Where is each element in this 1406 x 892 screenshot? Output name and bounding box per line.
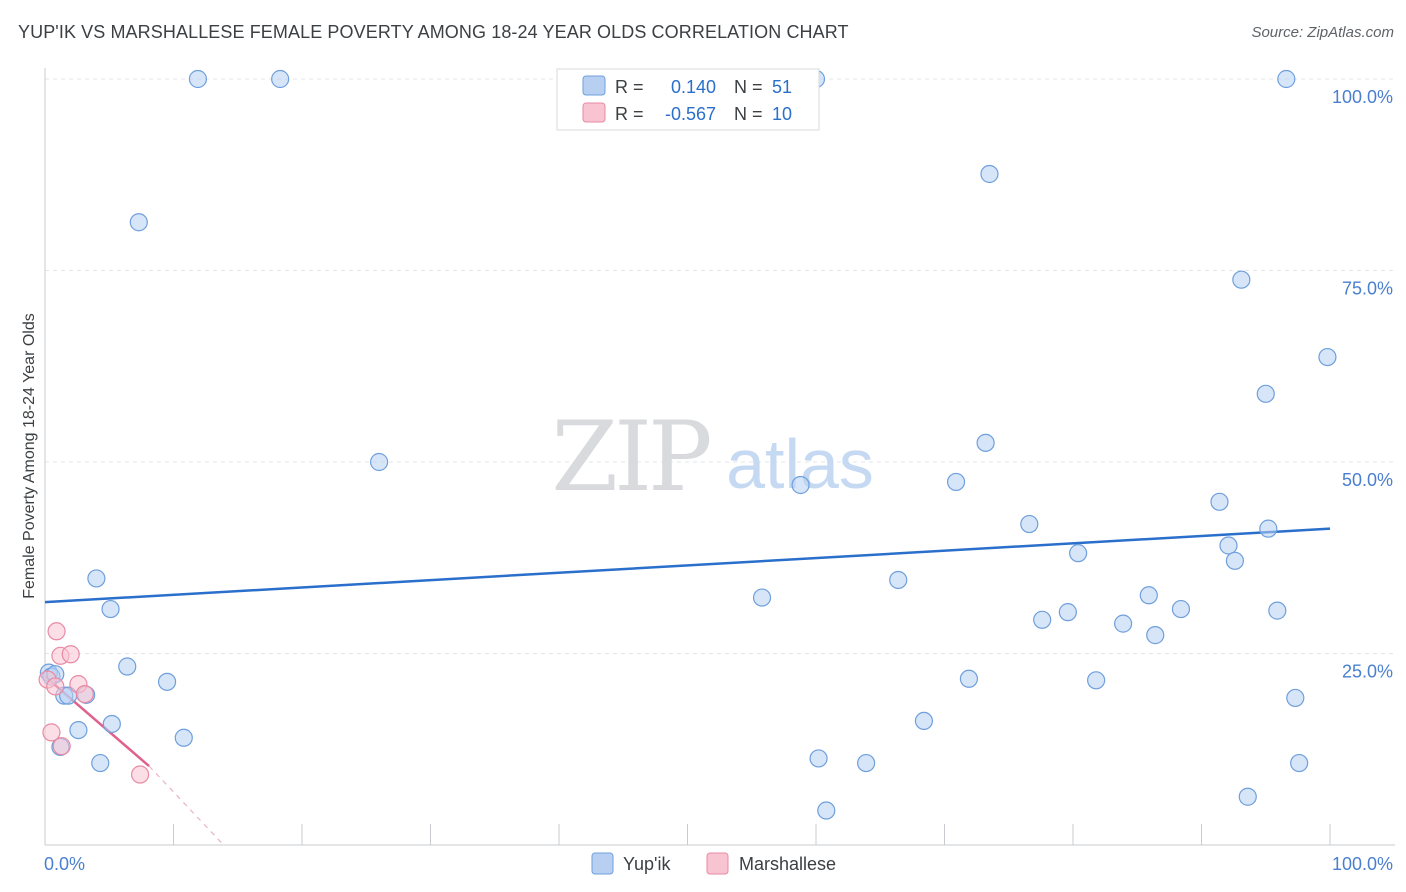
watermark: ZIP atlas	[551, 401, 874, 513]
point-marshallese	[75, 684, 94, 704]
point-yupik	[129, 213, 148, 232]
point-marshallese	[42, 723, 61, 742]
gridlines	[45, 78, 1395, 654]
x-tick-label: 0.0%	[44, 854, 85, 874]
legend-n-label-yupik: N =	[734, 77, 763, 97]
chart-title: YUP'IK VS MARSHALLESE FEMALE POVERTY AMO…	[18, 22, 849, 42]
point-yupik	[118, 657, 137, 676]
point-yupik	[1277, 69, 1296, 89]
point-marshallese	[130, 765, 150, 784]
point-yupik	[980, 164, 999, 184]
watermark-zip: ZIP	[551, 401, 710, 513]
x-tick-labels: 0.0% 100.0%	[44, 854, 1393, 874]
point-yupik	[91, 753, 110, 773]
point-marshallese	[46, 677, 65, 696]
legend-r-value-marshallese: -0.567	[665, 104, 716, 124]
trend-line-marshallese-extension	[148, 765, 225, 846]
legend-bottom-label-marshallese: Marshallese	[739, 854, 836, 874]
point-yupik	[1210, 492, 1229, 511]
point-yupik	[1259, 519, 1278, 538]
legend-n-value-yupik: 51	[772, 77, 792, 97]
point-yupik	[791, 475, 810, 495]
point-yupik	[914, 711, 934, 731]
y-tick-label: 25.0%	[1342, 662, 1393, 682]
point-yupik	[946, 472, 966, 492]
point-yupik	[174, 728, 193, 747]
legend-swatch-yupik	[582, 75, 606, 96]
scatter-points	[38, 69, 1337, 820]
point-yupik	[370, 452, 389, 472]
y-tick-label: 100.0%	[1332, 87, 1393, 107]
point-yupik	[1318, 347, 1337, 367]
source-label: Source: ZipAtlas.com	[1251, 24, 1394, 41]
point-yupik	[1087, 671, 1106, 690]
point-yupik	[1232, 270, 1251, 289]
trend-lines	[44, 527, 1331, 846]
legend-n-value-marshallese: 10	[772, 104, 792, 124]
legend-bottom-swatch-yupik	[591, 852, 614, 875]
point-yupik	[1171, 599, 1191, 619]
legend-r-label-marshallese: R =	[615, 104, 644, 124]
point-yupik	[1225, 551, 1245, 570]
point-yupik	[1219, 536, 1238, 555]
point-yupik	[1286, 688, 1305, 708]
point-yupik	[1114, 614, 1133, 633]
y-tick-label: 75.0%	[1342, 279, 1393, 299]
point-yupik	[1139, 586, 1158, 605]
point-yupik	[1290, 753, 1309, 773]
point-yupik	[1020, 514, 1039, 534]
trend-line-yupik	[44, 527, 1331, 604]
point-yupik	[1146, 626, 1165, 645]
point-yupik	[1069, 544, 1088, 563]
point-yupik	[101, 599, 120, 619]
point-yupik	[271, 69, 290, 89]
y-axis-label: Female Poverty Among 18-24 Year Olds	[21, 313, 38, 599]
y-tick-labels: 25.0% 50.0% 75.0% 100.0%	[1332, 87, 1393, 682]
legend-bottom: Yup'ik Marshallese	[591, 852, 836, 875]
point-marshallese	[47, 622, 66, 641]
legend-top: R = 0.140 N = 51 R = -0.567 N = 10	[556, 68, 820, 131]
legend-bottom-label-yupik: Yup'ik	[623, 854, 671, 874]
point-yupik	[102, 714, 121, 734]
point-yupik	[87, 569, 106, 588]
point-marshallese	[61, 645, 80, 664]
point-marshallese	[52, 737, 71, 756]
x-tick-label: 100.0%	[1332, 854, 1393, 874]
point-yupik	[1268, 601, 1287, 620]
point-yupik	[1033, 610, 1052, 629]
axes	[44, 68, 1395, 846]
point-yupik	[69, 720, 88, 740]
point-yupik	[976, 433, 995, 452]
legend-bottom-swatch-marshallese	[706, 852, 729, 875]
legend-r-value-yupik: 0.140	[671, 77, 716, 97]
point-yupik	[889, 570, 908, 590]
point-yupik	[188, 69, 208, 89]
legend-r-label-yupik: R =	[615, 77, 644, 97]
y-tick-label: 50.0%	[1342, 470, 1393, 490]
legend-n-label-marshallese: N =	[734, 104, 763, 124]
legend-swatch-marshallese	[582, 102, 606, 123]
point-yupik	[809, 749, 828, 768]
point-yupik	[1238, 787, 1257, 806]
point-yupik	[857, 753, 876, 773]
point-yupik	[1256, 384, 1275, 403]
point-yupik	[817, 801, 836, 820]
point-yupik	[752, 588, 772, 607]
point-yupik	[1058, 603, 1077, 622]
point-yupik	[157, 672, 177, 691]
point-yupik	[959, 669, 979, 688]
